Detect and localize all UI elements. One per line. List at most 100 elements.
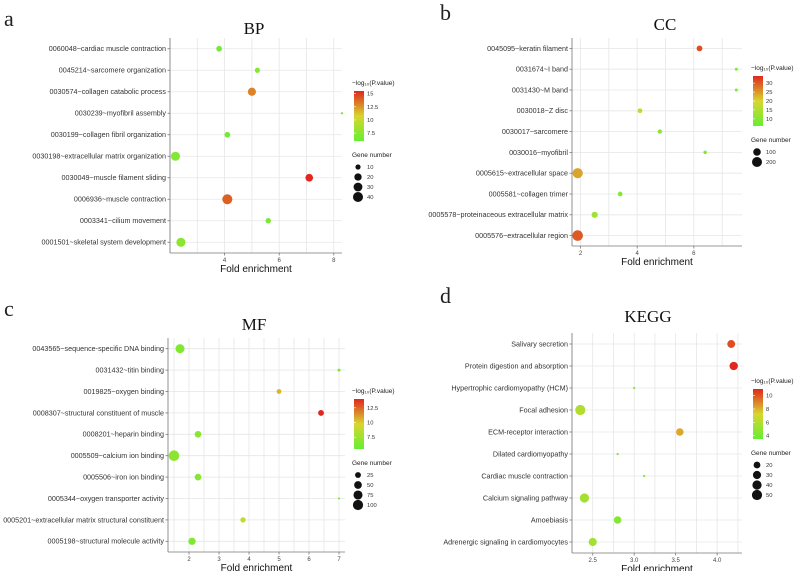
term-label: Salivary secretion — [511, 339, 568, 348]
size-legend-title: Gene number — [751, 450, 792, 457]
x-tick-label: 4 — [635, 251, 639, 257]
size-legend-title: Gene number — [352, 152, 393, 159]
data-point — [734, 67, 738, 71]
data-point — [676, 428, 684, 436]
size-legend-label: 40 — [367, 195, 373, 201]
data-point — [254, 67, 260, 73]
colorbar — [753, 389, 763, 439]
colorbar-label: 7.5 — [367, 131, 375, 137]
panel-letter: a — [4, 6, 14, 31]
colorbar-label: 8 — [766, 407, 769, 413]
data-point — [613, 516, 622, 524]
term-label: 0030018~Z disc — [517, 106, 569, 115]
term-label: Amoebiasis — [531, 515, 569, 524]
colorbar-label: 12.5 — [367, 406, 378, 412]
size-legend-dot — [753, 461, 761, 469]
panel-title: CC — [654, 15, 677, 34]
size-legend-dot — [753, 148, 761, 156]
data-point — [616, 452, 619, 456]
data-point — [176, 237, 186, 247]
data-point — [170, 151, 181, 161]
panel-letter: c — [4, 296, 14, 321]
data-point — [575, 404, 586, 416]
colorbar-title: −log₁₀(P.value) — [751, 65, 794, 72]
x-tick-label: 6 — [278, 258, 282, 264]
term-label: 0005581~collagen trimer — [489, 189, 569, 198]
data-point — [703, 150, 707, 155]
term-label: Focal adhesion — [519, 405, 568, 414]
size-legend-dot — [352, 191, 364, 203]
term-label: 0005578~proteinaceous extracellular matr… — [428, 210, 568, 219]
size-legend-label: 75 — [367, 493, 373, 499]
term-label: 0019825~oxygen binding — [83, 387, 164, 396]
x-tick-label: 2.5 — [589, 558, 598, 564]
x-axis-title: Fold enrichment — [220, 264, 292, 275]
data-point — [643, 474, 646, 478]
term-label: 0030049~muscle filament sliding — [62, 173, 166, 182]
data-point — [168, 450, 180, 462]
colorbar — [753, 76, 763, 126]
data-point — [318, 409, 324, 416]
size-legend-label: 50 — [367, 483, 373, 489]
colorbar-label: 15 — [367, 92, 373, 98]
term-label: 0031432~titin binding — [95, 366, 164, 375]
x-tick-label: 4 — [247, 557, 251, 563]
term-label: 0030198~extracellular matrix organizatio… — [32, 152, 166, 161]
colorbar-label: 12.5 — [367, 105, 378, 111]
colorbar — [354, 399, 364, 449]
term-label: 0030016~myofibril — [509, 148, 568, 157]
data-point — [216, 45, 222, 52]
data-point — [240, 517, 246, 523]
term-label: 0005344~oxygen transporter activity — [48, 494, 164, 503]
panel-c: c MF 2 3 4 5 6 7 Fold enrichment 0043565~sequence… — [3, 296, 394, 571]
data-point — [572, 168, 583, 179]
data-point — [617, 191, 623, 197]
term-label: 0030574~collagen catabolic process — [50, 87, 167, 96]
size-legend-label: 10 — [367, 165, 373, 171]
x-tick-label: 3.0 — [630, 558, 639, 564]
term-label: 0005576~extracellular region — [475, 231, 568, 240]
term-label: 0043565~sequence-specific DNA binding — [32, 344, 164, 353]
term-label: 0005201~extracellular matrix structural … — [3, 515, 164, 524]
panel-title: MF — [242, 315, 267, 334]
term-label: 0030199~collagen fibril organization — [51, 130, 166, 139]
panel-d: d KEGG 2.5 3.0 3.5 4.0 Fold enrichment Salivary… — [440, 283, 794, 571]
data-point — [637, 108, 643, 114]
x-tick-label: 4.0 — [713, 558, 722, 564]
colorbar — [354, 91, 364, 141]
colorbar-label: 6 — [766, 420, 769, 426]
x-tick-label: 3.5 — [671, 558, 680, 564]
data-point — [194, 430, 202, 438]
data-point — [657, 129, 663, 134]
x-tick-label: 5 — [277, 557, 281, 563]
size-legend-dot — [353, 490, 363, 500]
x-tick-label: 7 — [337, 557, 341, 563]
size-legend-dot — [751, 489, 763, 501]
colorbar-title: −log₁₀(P.value) — [751, 378, 794, 385]
term-label: 0045095~keratin filament — [487, 44, 568, 53]
size-legend-label: 50 — [766, 493, 772, 499]
size-legend-dot — [354, 481, 362, 489]
term-label: 0030239~myofibril assembly — [75, 109, 167, 118]
data-point — [588, 537, 597, 547]
colorbar-label: 15 — [766, 108, 772, 114]
colorbar-label: 10 — [766, 394, 772, 400]
x-tick-label: 2 — [187, 557, 191, 563]
term-label: 0005506~iron ion binding — [83, 473, 164, 482]
colorbar-label: 10 — [367, 421, 373, 427]
size-legend-label: 100 — [367, 503, 377, 509]
colorbar-label: 25 — [766, 90, 772, 96]
size-legend-dot — [752, 470, 762, 480]
size-legend-dot — [354, 173, 362, 181]
data-point — [591, 211, 598, 218]
data-point — [340, 112, 344, 115]
size-legend-label: 20 — [766, 463, 772, 469]
data-point — [633, 386, 636, 390]
colorbar-title: −log₁₀(P.value) — [352, 388, 395, 395]
size-legend-label: 30 — [367, 185, 373, 191]
data-point — [305, 173, 314, 182]
term-label: 0030017~sarcomere — [502, 127, 568, 136]
data-point — [247, 87, 256, 96]
